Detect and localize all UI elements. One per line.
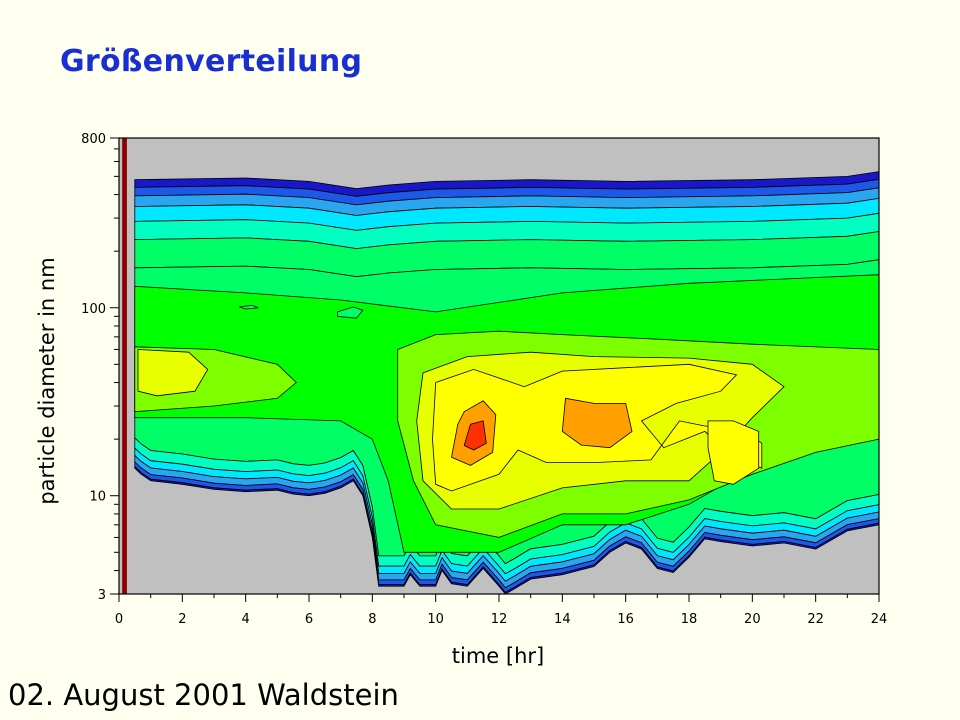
y-tick-label: 10 <box>89 490 106 505</box>
band-level1-low <box>134 465 879 594</box>
x-tick-label: 12 <box>491 612 508 627</box>
contour-layers <box>134 171 879 594</box>
x-tick-label: 2 <box>178 612 186 627</box>
x-tick-label: 6 <box>305 612 313 627</box>
x-axis: 0 2 4 6 8 10 12 14 16 18 20 22 24 <box>115 594 887 627</box>
x-tick-label: 16 <box>617 612 634 627</box>
x-axis-label: time [hr] <box>452 644 544 668</box>
x-tick-label: 22 <box>807 612 824 627</box>
region-level11-b <box>561 397 633 449</box>
small-blob-a <box>239 304 259 310</box>
x-tick-label: 18 <box>681 612 698 627</box>
small-blob-b <box>337 306 364 319</box>
y-axis: 3 10 100 800 <box>81 132 119 603</box>
x-tick-label: 4 <box>242 612 250 627</box>
y-tick-label: 800 <box>81 132 106 147</box>
region-level9-a <box>137 349 209 397</box>
slide-title: Größenverteilung <box>60 44 363 79</box>
y-axis-label: particle diameter in nm <box>35 257 59 504</box>
x-tick-label: 10 <box>427 612 444 627</box>
footer-caption: 02. August 2001 Waldstein <box>8 678 399 712</box>
y-tick-label: 100 <box>81 302 106 317</box>
region-level12 <box>463 420 487 451</box>
x-tick-label: 20 <box>744 612 761 627</box>
data-gap-bar <box>122 138 127 594</box>
region-level10-c <box>707 420 760 485</box>
x-tick-label: 0 <box>115 612 123 627</box>
y-tick-label: 3 <box>98 588 106 603</box>
x-tick-label: 14 <box>554 612 571 627</box>
x-tick-label: 8 <box>368 612 376 627</box>
x-tick-label: 24 <box>871 612 888 627</box>
